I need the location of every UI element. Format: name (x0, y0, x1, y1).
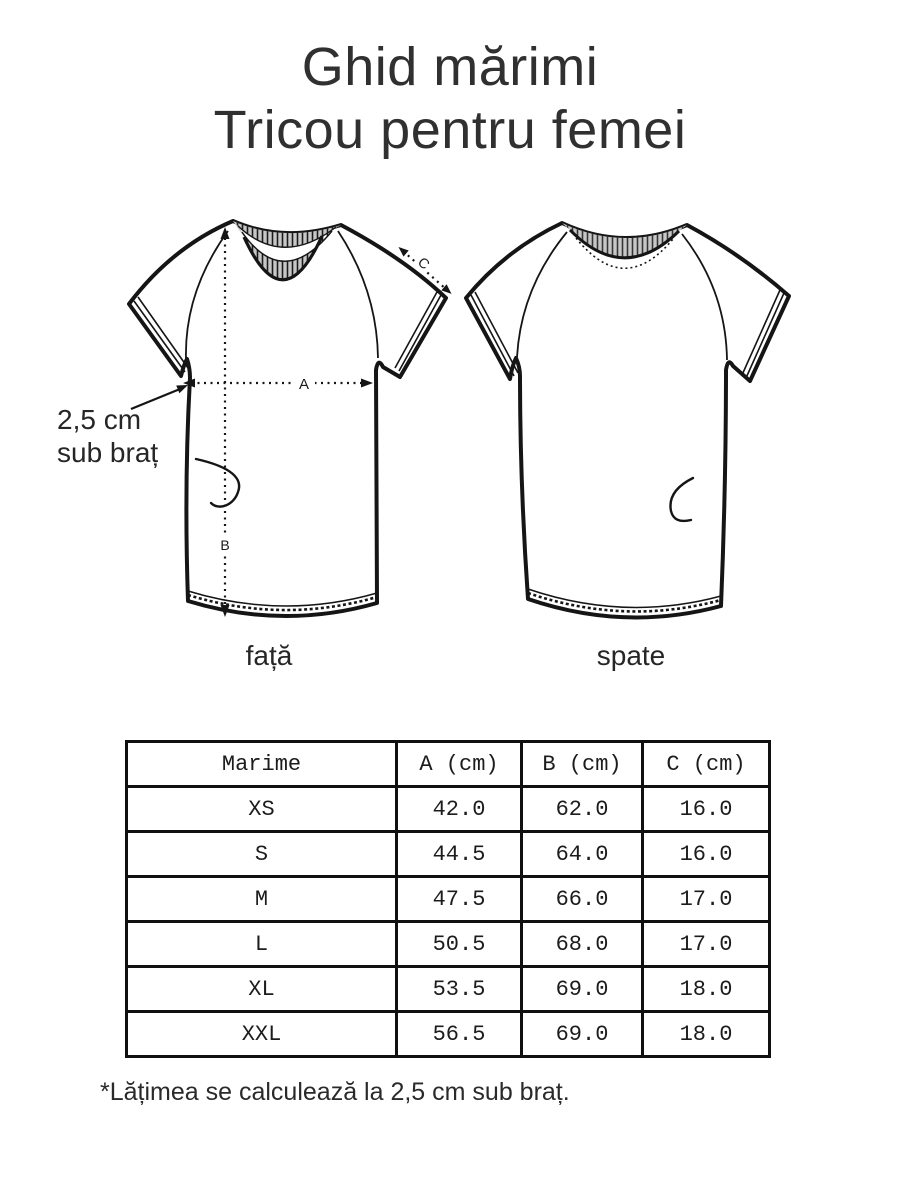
cell-c: 18.0 (641, 965, 771, 1013)
cell-size: M (125, 875, 398, 923)
front-sleeve-hem-lines (133, 291, 442, 373)
table-row: XL 53.5 69.0 18.0 (125, 965, 771, 1013)
measure-a-label: A (299, 376, 309, 393)
cell-a: 42.0 (395, 785, 523, 833)
measure-c-arrow-bottom (441, 284, 452, 294)
front-collar-rib-lower (242, 231, 332, 280)
back-view-caption: spate (596, 640, 666, 671)
cell-b: 69.0 (520, 1010, 644, 1058)
front-collar-curve2 (237, 225, 337, 248)
back-hem-stitch (527, 591, 722, 613)
measure-b-arrow-bottom (220, 605, 230, 617)
back-hem-line (527, 588, 722, 609)
cell-b: 66.0 (520, 875, 644, 923)
front-collar-curve3 (241, 230, 333, 262)
back-sleeve-hem-lines (470, 289, 785, 379)
cell-b: 68.0 (520, 920, 644, 968)
header-cell-size: Marime (125, 740, 398, 788)
back-fold-mark (669, 476, 695, 523)
measure-c-label-bg (415, 254, 433, 272)
back-collar-rib (562, 223, 687, 258)
front-collar-gap (238, 226, 336, 262)
front-shirt-drawing: A B C (127, 219, 452, 618)
back-collar-stitch (575, 237, 674, 270)
cell-size: XL (125, 965, 398, 1013)
cell-size: S (125, 830, 398, 878)
front-hem-line (187, 590, 378, 607)
back-neckline-inner (568, 228, 681, 260)
cell-size: XXL (125, 1010, 398, 1058)
cell-size: L (125, 920, 398, 968)
header-cell-b: B (cm) (520, 740, 644, 788)
header-cell-a: A (cm) (395, 740, 523, 788)
measure-a-arrow-left (183, 378, 195, 388)
cell-a: 44.5 (395, 830, 523, 878)
front-hem-stitch (187, 593, 378, 612)
back-shirt-drawing (464, 221, 791, 620)
cell-c: 17.0 (641, 920, 771, 968)
measure-c-arrow-top (398, 247, 409, 257)
tshirt-measurement-diagram: A B C (127, 219, 791, 620)
table-row: XS 42.0 62.0 16.0 (125, 785, 771, 833)
back-shirt-outline (464, 221, 791, 620)
cell-a: 53.5 (395, 965, 523, 1013)
measure-b-arrow-top (220, 227, 230, 239)
underarm-note-line1: 2,5 cm (57, 404, 142, 435)
cell-b: 62.0 (520, 785, 644, 833)
underarm-note-arrow-line (130, 387, 181, 411)
underarm-note-arrowhead (176, 385, 188, 394)
cell-b: 64.0 (520, 830, 644, 878)
back-sleeve-seams (516, 231, 728, 361)
table-row: XXL 56.5 69.0 18.0 (125, 1010, 771, 1058)
page-title: Ghid mărimi Tricou pentru femei (0, 36, 900, 162)
cell-size: XS (125, 785, 398, 833)
size-table-header-row: Marime A (cm) B (cm) C (cm) (125, 740, 771, 788)
header-cell-c: C (cm) (641, 740, 771, 788)
footnote: *Lățimea se calculează la 2,5 cm sub bra… (100, 1078, 570, 1106)
cell-a: 47.5 (395, 875, 523, 923)
table-row: S 44.5 64.0 16.0 (125, 830, 771, 878)
cell-c: 16.0 (641, 785, 771, 833)
cell-c: 18.0 (641, 1010, 771, 1058)
measure-a-arrow-right (361, 378, 373, 388)
underarm-note: 2,5 cm sub braț (57, 403, 158, 469)
front-neckline-inner (242, 235, 324, 282)
cell-c: 16.0 (641, 830, 771, 878)
measure-c-label: C (415, 254, 433, 273)
table-row: M 47.5 66.0 17.0 (125, 875, 771, 923)
cell-a: 56.5 (395, 1010, 523, 1058)
front-sleeve-seams (185, 230, 379, 361)
front-fold-mark (194, 457, 241, 508)
measure-b-label-bg (216, 534, 234, 554)
front-view-caption: față (245, 640, 293, 671)
cell-b: 69.0 (520, 965, 644, 1013)
measure-b-label: B (220, 537, 229, 553)
page-title-line2: Tricou pentru femei (213, 100, 687, 160)
cell-a: 50.5 (395, 920, 523, 968)
cell-c: 17.0 (641, 875, 771, 923)
page-title-line1: Ghid mărimi (301, 37, 599, 97)
underarm-note-line2: sub braț (57, 437, 159, 468)
table-row: L 50.5 68.0 17.0 (125, 920, 771, 968)
measure-a-label-bg (293, 372, 315, 393)
size-table: Marime A (cm) B (cm) C (cm) XS 42.0 62.0… (125, 740, 771, 1058)
